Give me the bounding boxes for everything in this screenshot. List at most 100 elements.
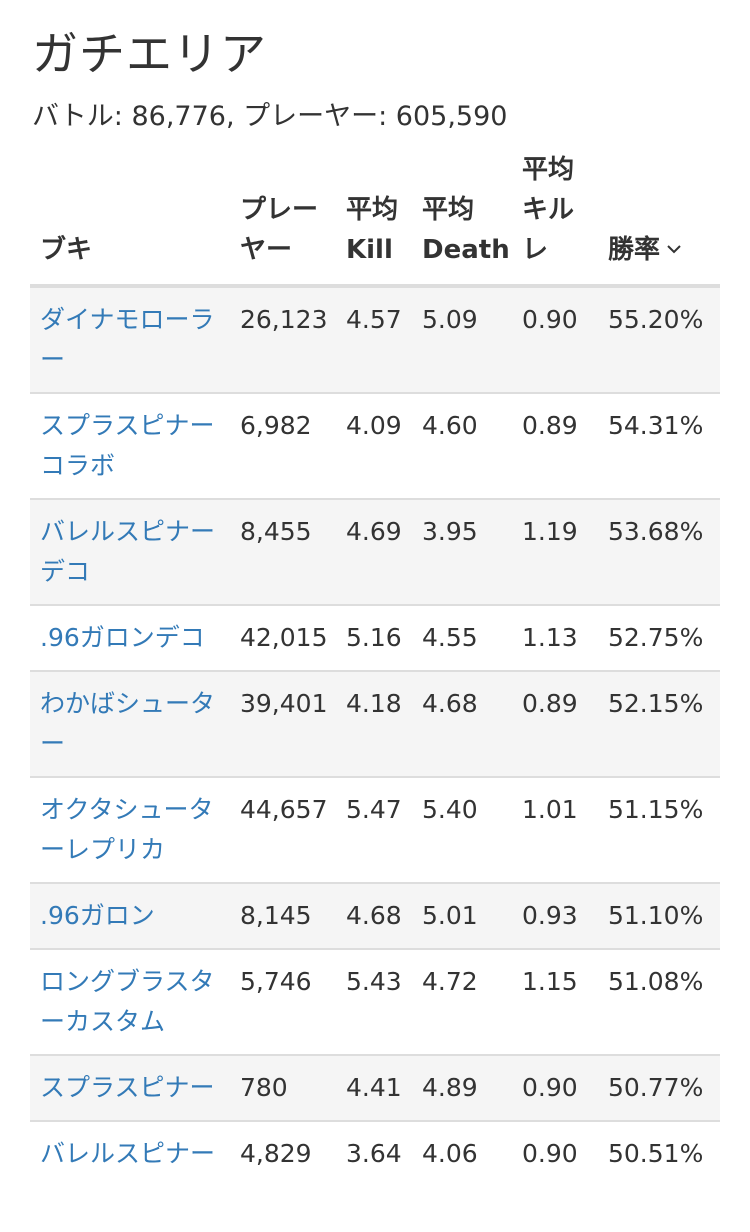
table-row: わかばシューター 39,401 4.18 4.68 0.89 52.15% xyxy=(30,670,720,777)
weapon-link[interactable]: オクタシューターレプリカ xyxy=(40,795,214,864)
weapon-link[interactable]: .96ガロンデコ xyxy=(40,623,205,652)
players-cell: 8,455 xyxy=(230,498,336,605)
table-row: .96ガロンデコ 42,015 5.16 4.55 1.13 52.75% xyxy=(30,604,720,671)
avg-kill-cell: 4.09 xyxy=(336,392,412,499)
avg-death-cell: 4.68 xyxy=(412,670,512,777)
players-cell: 44,657 xyxy=(230,776,336,883)
avg-kill-cell: 4.69 xyxy=(336,498,412,605)
weapon-link[interactable]: バレルスピナー xyxy=(40,1139,216,1168)
avg-kill-cell: 4.57 xyxy=(336,286,412,393)
weapon-cell: オクタシューターレプリカ xyxy=(30,776,230,883)
avg-death-cell: 5.09 xyxy=(412,286,512,393)
weapon-link[interactable]: .96ガロン xyxy=(40,901,155,930)
players-cell: 26,123 xyxy=(230,286,336,393)
weapon-cell: .96ガロン xyxy=(30,882,230,949)
avg-kill-ratio-cell: 0.90 xyxy=(512,1120,598,1186)
header-kr-line2: キル xyxy=(522,195,575,225)
weapon-cell: バレルスピナー xyxy=(30,1120,230,1186)
avg-kill-ratio-cell: 0.89 xyxy=(512,392,598,499)
avg-kill-cell: 3.64 xyxy=(336,1120,412,1186)
avg-kill-cell: 4.68 xyxy=(336,882,412,949)
table-body: ダイナモローラー 26,123 4.57 5.09 0.90 55.20% スプラスピナーコ… xyxy=(30,286,720,1186)
win-rate-cell: 51.15% xyxy=(598,776,720,883)
win-rate-cell: 55.20% xyxy=(598,286,720,393)
header-death-line2: Death xyxy=(422,235,510,265)
win-rate-cell: 50.51% xyxy=(598,1120,720,1186)
win-rate-cell: 51.08% xyxy=(598,948,720,1055)
avg-kill-ratio-cell: 1.01 xyxy=(512,776,598,883)
avg-kill-cell: 5.16 xyxy=(336,604,412,671)
weapon-stats-table: ブキ プレー ヤー 平均 Kill 平均 Death 平均 キル レ xyxy=(30,150,720,1186)
win-rate-cell: 50.77% xyxy=(598,1054,720,1121)
avg-kill-ratio-cell: 0.93 xyxy=(512,882,598,949)
table-row: スプラスピナーコラボ 6,982 4.09 4.60 0.89 54.31% xyxy=(30,392,720,499)
table-row: ロングブラスターカスタム 5,746 5.43 4.72 1.15 51.08% xyxy=(30,948,720,1055)
players-cell: 39,401 xyxy=(230,670,336,777)
weapon-cell: ダイナモローラー xyxy=(30,286,230,393)
avg-death-cell: 5.40 xyxy=(412,776,512,883)
avg-death-cell: 4.55 xyxy=(412,604,512,671)
weapon-link[interactable]: スプラスピナー xyxy=(40,1073,215,1102)
weapon-cell: スプラスピナーコラボ xyxy=(30,392,230,499)
header-win-label: 勝率 xyxy=(608,234,661,265)
header-players[interactable]: プレー ヤー xyxy=(230,150,336,288)
header-avg-kill-ratio[interactable]: 平均 キル レ xyxy=(512,150,598,288)
avg-death-cell: 4.06 xyxy=(412,1120,512,1186)
header-weapon[interactable]: ブキ xyxy=(30,150,230,288)
weapon-link[interactable]: バレルスピナーデコ xyxy=(40,517,216,586)
weapon-cell: ロングブラスターカスタム xyxy=(30,948,230,1055)
header-players-line2: ヤー xyxy=(240,235,293,265)
win-rate-cell: 54.31% xyxy=(598,392,720,499)
header-avg-kill[interactable]: 平均 Kill xyxy=(336,150,412,288)
weapon-cell: スプラスピナー xyxy=(30,1054,230,1121)
players-cell: 780 xyxy=(230,1054,336,1121)
avg-death-cell: 5.01 xyxy=(412,882,512,949)
table-row: バレルスピナー 4,829 3.64 4.06 0.90 50.51% xyxy=(30,1120,720,1186)
avg-kill-ratio-cell: 0.90 xyxy=(512,1054,598,1121)
avg-kill-ratio-cell: 0.90 xyxy=(512,286,598,393)
win-rate-cell: 51.10% xyxy=(598,882,720,949)
header-win-rate[interactable]: 勝率 xyxy=(598,150,720,288)
weapon-cell: .96ガロンデコ xyxy=(30,604,230,671)
weapon-link[interactable]: ダイナモローラー xyxy=(40,305,215,374)
players-cell: 4,829 xyxy=(230,1120,336,1186)
table-row: バレルスピナーデコ 8,455 4.69 3.95 1.19 53.68% xyxy=(30,498,720,605)
avg-kill-ratio-cell: 1.15 xyxy=(512,948,598,1055)
players-cell: 6,982 xyxy=(230,392,336,499)
avg-kill-ratio-cell: 1.13 xyxy=(512,604,598,671)
avg-kill-ratio-cell: 1.19 xyxy=(512,498,598,605)
avg-death-cell: 3.95 xyxy=(412,498,512,605)
avg-kill-cell: 4.18 xyxy=(336,670,412,777)
table-header-row: ブキ プレー ヤー 平均 Kill 平均 Death 平均 キル レ xyxy=(30,150,720,288)
avg-death-cell: 4.89 xyxy=(412,1054,512,1121)
header-kr-line3: レ xyxy=(522,235,549,265)
weapon-link[interactable]: ロングブラスターカスタム xyxy=(40,967,215,1036)
header-players-line1: プレー xyxy=(240,195,319,225)
page-title: ガチエリア xyxy=(32,27,267,81)
table-row: .96ガロン 8,145 4.68 5.01 0.93 51.10% xyxy=(30,882,720,949)
avg-death-cell: 4.72 xyxy=(412,948,512,1055)
weapon-cell: わかばシューター xyxy=(30,670,230,777)
avg-kill-ratio-cell: 0.89 xyxy=(512,670,598,777)
weapon-link[interactable]: スプラスピナーコラボ xyxy=(40,411,215,480)
players-cell: 8,145 xyxy=(230,882,336,949)
avg-kill-cell: 5.47 xyxy=(336,776,412,883)
table-row: スプラスピナー 780 4.41 4.89 0.90 50.77% xyxy=(30,1054,720,1121)
avg-kill-cell: 4.41 xyxy=(336,1054,412,1121)
avg-death-cell: 4.60 xyxy=(412,392,512,499)
battle-summary: バトル: 86,776, プレーヤー: 605,590 xyxy=(32,101,508,132)
win-rate-cell: 52.75% xyxy=(598,604,720,671)
players-cell: 5,746 xyxy=(230,948,336,1055)
header-kill-line2: Kill xyxy=(346,235,393,265)
players-cell: 42,015 xyxy=(230,604,336,671)
header-weapon-label: ブキ xyxy=(40,235,93,265)
weapon-link[interactable]: わかばシューター xyxy=(40,689,216,758)
table-row: ダイナモローラー 26,123 4.57 5.09 0.90 55.20% xyxy=(30,286,720,393)
header-kr-line1: 平均 xyxy=(522,155,575,185)
avg-kill-cell: 5.43 xyxy=(336,948,412,1055)
win-rate-cell: 53.68% xyxy=(598,498,720,605)
header-death-line1: 平均 xyxy=(422,195,475,225)
table-row: オクタシューターレプリカ 44,657 5.47 5.40 1.01 51.15% xyxy=(30,776,720,883)
header-avg-death[interactable]: 平均 Death xyxy=(412,150,512,288)
